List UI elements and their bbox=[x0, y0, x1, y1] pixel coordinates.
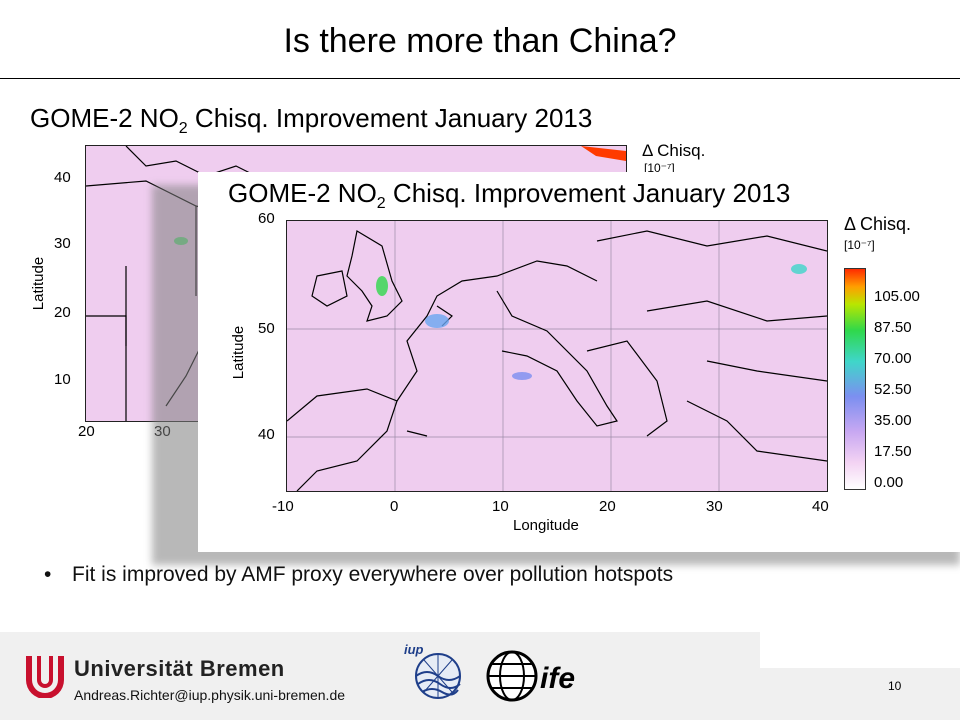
back-map-ytick: 20 bbox=[54, 304, 71, 321]
iup-logo-icon: iup bbox=[404, 642, 461, 699]
front-map-title: GOME-2 NO2 Chisq. Improvement January 20… bbox=[228, 178, 791, 213]
front-map-legend-unit: [10⁻⁷] bbox=[844, 238, 875, 252]
back-map-ytick: 40 bbox=[54, 169, 71, 186]
front-map-legend-value: 52.50 bbox=[874, 381, 912, 398]
back-map-ytick: 10 bbox=[54, 371, 71, 388]
back-map-legend-title: Δ Chisq. bbox=[642, 141, 706, 160]
front-map-xtick: 10 bbox=[492, 498, 509, 515]
front-map-coastlines bbox=[287, 221, 827, 491]
svg-text:iup: iup bbox=[404, 642, 424, 657]
university-logo-icon bbox=[26, 656, 64, 698]
front-map-xtick: 20 bbox=[599, 498, 616, 515]
footer-band-right bbox=[760, 668, 960, 720]
page-number: 10 bbox=[888, 679, 902, 693]
front-map-legend-value: 105.00 bbox=[874, 288, 920, 305]
front-map-colorbar bbox=[844, 268, 866, 490]
bullet-icon: • bbox=[44, 563, 52, 586]
title-divider bbox=[0, 78, 960, 79]
svg-text:ife: ife bbox=[540, 662, 575, 695]
front-map-panel: GOME-2 NO2 Chisq. Improvement January 20… bbox=[198, 172, 960, 552]
front-map-legend-title: Δ Chisq. bbox=[844, 214, 912, 234]
front-map-xlabel: Longitude bbox=[513, 517, 579, 534]
front-map-xtick: 40 bbox=[812, 498, 829, 515]
front-map-legend-value: 87.50 bbox=[874, 319, 912, 336]
front-map-xtick: 0 bbox=[390, 498, 399, 515]
back-map-ylabel: Latitude bbox=[30, 256, 48, 311]
university-name: Universität Bremen bbox=[74, 656, 285, 681]
back-map-legend-unit: [10⁻⁷] bbox=[644, 161, 675, 175]
footer-band bbox=[0, 632, 760, 720]
front-map-legend-value: 35.00 bbox=[874, 412, 912, 429]
back-map-xtick: 20 bbox=[78, 423, 95, 440]
front-map-legend-value: 0.00 bbox=[874, 474, 904, 491]
front-map-xtick: 30 bbox=[706, 498, 723, 515]
back-map-ytick: 30 bbox=[54, 235, 71, 252]
front-map-legend-value: 70.00 bbox=[874, 350, 912, 367]
ife-logo-icon: ife bbox=[486, 650, 575, 702]
front-map-ytick: 50 bbox=[258, 320, 275, 337]
front-map-ytick: 40 bbox=[258, 426, 275, 443]
front-map-ylabel: Latitude bbox=[230, 325, 248, 380]
back-map-title: GOME-2 NO2 Chisq. Improvement January 20… bbox=[30, 103, 593, 138]
author-email[interactable]: Andreas.Richter@iup.physik.uni-bremen.de bbox=[74, 687, 346, 703]
front-map-plot bbox=[286, 220, 828, 492]
front-map-xtick: -10 bbox=[272, 498, 294, 515]
front-map-legend-value: 17.50 bbox=[874, 443, 912, 460]
bullet-text: Fit is improved by AMF proxy everywhere … bbox=[72, 563, 674, 586]
slide-title: Is there more than China? bbox=[283, 22, 677, 60]
bullet-point: • Fit is improved by AMF proxy everywhere… bbox=[44, 563, 673, 587]
front-map-ytick: 60 bbox=[258, 210, 275, 227]
